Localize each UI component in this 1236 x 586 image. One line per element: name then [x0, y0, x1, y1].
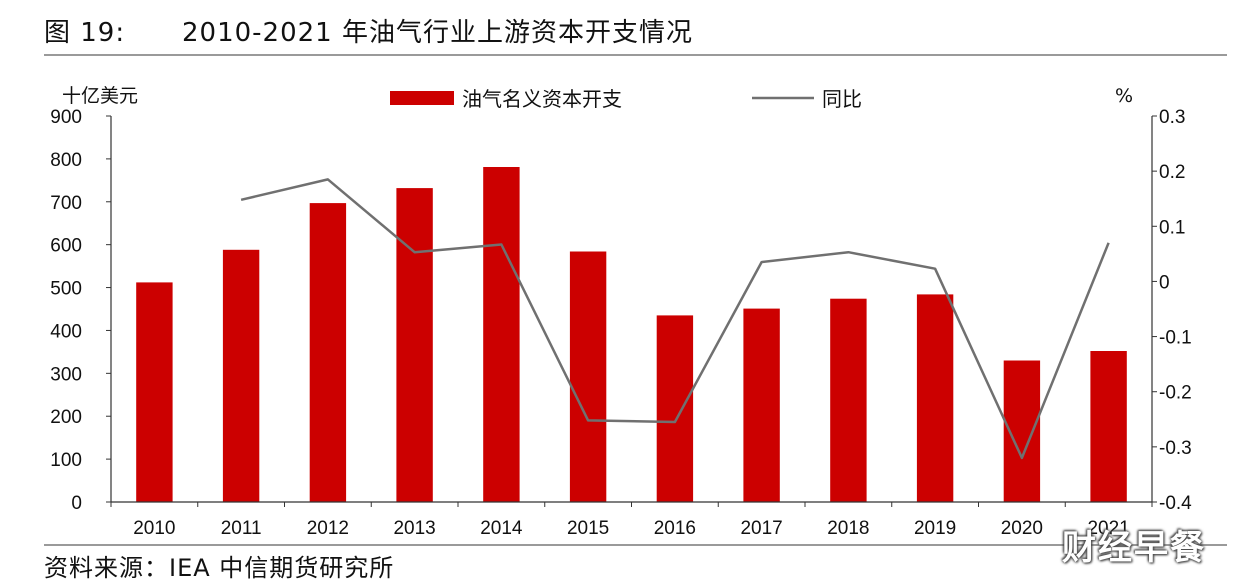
legend-bar-swatch — [390, 91, 454, 105]
bar-2017 — [743, 308, 780, 502]
line-series — [240, 178, 1110, 460]
right-tick-label: -0.2 — [1159, 383, 1192, 404]
left-tick-label: 700 — [50, 193, 82, 214]
bar-2021 — [1090, 351, 1127, 502]
legend: 油气名义资本开支 同比 — [390, 87, 862, 111]
x-tick-label: 2017 — [740, 518, 782, 539]
bar-2011 — [222, 249, 260, 502]
x-tick-label: 2014 — [480, 518, 523, 539]
x-tick-label: 2021 — [1087, 518, 1129, 539]
right-tick-label: -0.3 — [1159, 438, 1192, 459]
x-tick-label: 2010 — [133, 518, 175, 539]
left-axis-unit: 十亿美元 — [62, 85, 138, 107]
left-tick-label: 0 — [71, 493, 82, 514]
left-tick-label: 200 — [50, 407, 82, 428]
x-tick-label: 2020 — [1001, 518, 1043, 539]
right-tick-label: 0 — [1159, 272, 1170, 293]
figure-label: 图 19: — [44, 18, 126, 48]
x-tick-label: 2019 — [914, 518, 956, 539]
legend-line-label: 同比 — [822, 87, 862, 111]
figure-header: 图 19: 2010-2021 年油气行业上游资本开支情况 — [0, 0, 1236, 58]
bar-2013 — [396, 188, 433, 502]
bar-2010 — [136, 282, 173, 502]
watermark: 财经早餐 — [1062, 528, 1206, 568]
left-tick-label: 800 — [50, 150, 82, 171]
bar-2014 — [483, 167, 520, 502]
bar-2018 — [830, 298, 867, 502]
left-tick-label: 900 — [50, 107, 82, 128]
x-tick-label: 2011 — [221, 518, 262, 539]
left-tick-label: 400 — [50, 321, 82, 342]
right-tick-label: 0.2 — [1159, 162, 1185, 183]
left-tick-label: 300 — [50, 364, 82, 385]
left-tick-label: 500 — [50, 279, 82, 300]
legend-bar-label: 油气名义资本开支 — [462, 87, 622, 111]
right-axis-unit: % — [1115, 85, 1133, 107]
x-tick-label: 2015 — [567, 518, 609, 539]
x-tick-label: 2016 — [654, 518, 696, 539]
x-tick-label: 2013 — [393, 518, 435, 539]
bar-2019 — [916, 294, 954, 502]
header-divider — [44, 54, 1227, 56]
figure-title: 2010-2021 年油气行业上游资本开支情况 — [182, 18, 693, 48]
left-tick-label: 100 — [50, 450, 82, 471]
right-tick-label: -0.4 — [1159, 493, 1192, 514]
right-tick-label: -0.1 — [1159, 328, 1192, 349]
source-note: 资料来源：IEA 中信期货研究所 — [44, 554, 395, 582]
bar-2012 — [309, 203, 347, 502]
axes: 0 100 200 300 400 500 600 700 800 900 0.3 0.2 0.1 0 -0… — [50, 107, 1192, 539]
footer-divider — [44, 544, 1227, 546]
right-tick-label: 0.3 — [1159, 107, 1185, 128]
yoy-line — [240, 178, 1110, 460]
x-tick-label: 2018 — [827, 518, 869, 539]
bar-series — [136, 167, 1127, 502]
bar-2016 — [656, 315, 694, 502]
x-tick-label: 2012 — [307, 518, 349, 539]
right-tick-label: 0.1 — [1159, 217, 1185, 238]
left-tick-label: 600 — [50, 236, 82, 257]
bar-2015 — [569, 251, 607, 502]
